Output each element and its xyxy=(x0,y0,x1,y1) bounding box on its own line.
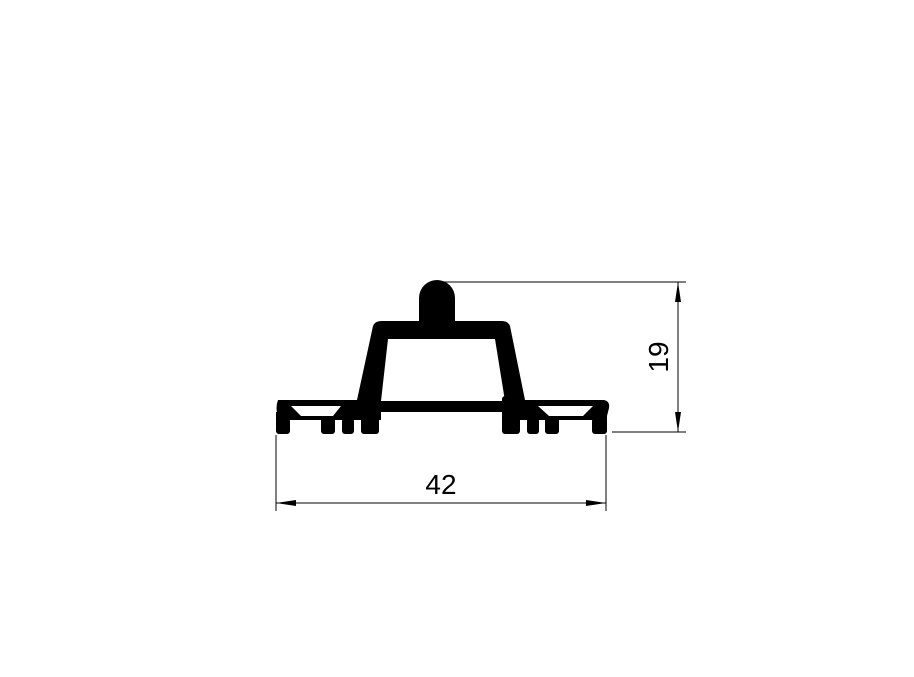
profile-foot xyxy=(527,418,539,434)
profile-foot xyxy=(321,418,335,434)
profile-foot xyxy=(592,418,607,434)
profile-foot xyxy=(361,396,379,434)
height-dimension: 19 xyxy=(438,281,686,433)
profile-body xyxy=(276,321,610,416)
profile-right-cavity xyxy=(538,406,593,416)
height-arrow-top xyxy=(675,282,681,302)
profile-left-cavity xyxy=(291,406,341,416)
width-arrow-right xyxy=(586,500,606,506)
width-arrow-left xyxy=(276,500,296,506)
height-arrow-bottom xyxy=(675,412,681,432)
profile-foot xyxy=(342,418,354,434)
profile-foot xyxy=(545,418,559,434)
profile-top-bead xyxy=(419,280,455,322)
width-dimension: 42 xyxy=(275,435,607,511)
profile-cross-section xyxy=(276,280,610,434)
profile-inner-cut xyxy=(381,412,507,420)
profile-foot xyxy=(502,396,520,434)
width-dimension-label: 42 xyxy=(425,469,456,500)
height-dimension-label: 19 xyxy=(643,341,674,372)
profile-foot xyxy=(276,418,290,434)
